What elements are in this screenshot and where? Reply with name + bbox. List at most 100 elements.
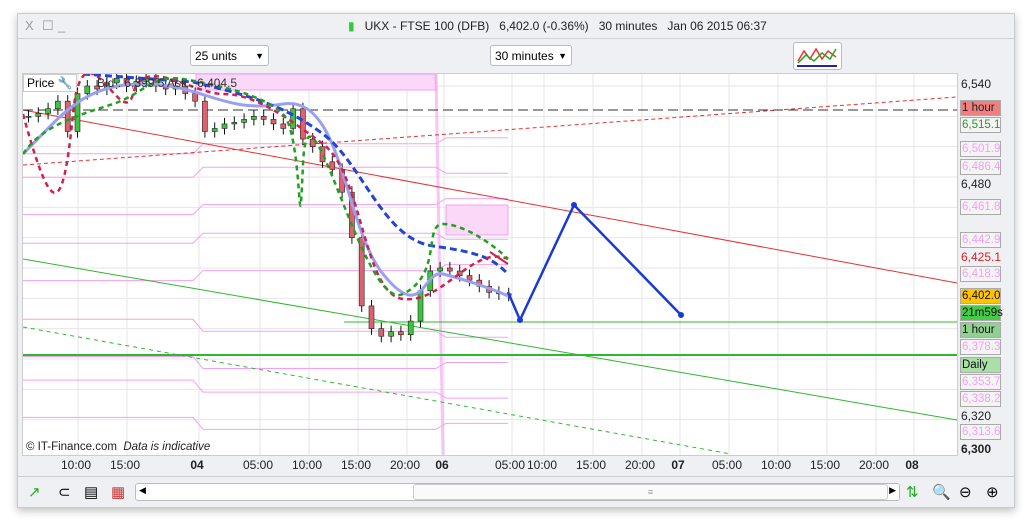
candle [398,331,404,336]
price-chart[interactable]: Price 🔧 Bid : 6,399.5 Ask : 6,404.5 © IT… [22,73,958,456]
price-badge: 6,338.2 [960,391,1001,407]
bricks-icon[interactable]: ▦ [111,484,126,501]
indicator-line [23,76,509,297]
indicators-button[interactable] [793,42,842,70]
time-tick: 20:00 [858,458,890,472]
symbol: UKX - FTSE 100 (DFB) [364,19,490,33]
candle [202,100,208,132]
horizontal-scrollbar[interactable]: ◀ ≡ ▶ [135,483,900,501]
candle [456,270,463,276]
candle [368,305,375,329]
time-tick: 10:00 [526,458,558,472]
datetime: Jan 06 2015 06:37 [667,19,767,33]
autoscale-icon[interactable]: ⇅ [906,484,919,501]
chevron-down-icon: ▼ [558,51,567,61]
units-select[interactable]: 25 units ▼ [190,45,269,66]
candle [55,100,61,110]
candle [280,123,287,129]
candle [84,85,91,94]
candle [25,116,32,118]
pivot-level [23,198,508,216]
trend-line [23,326,732,455]
interval: 30 minutes [598,19,658,33]
candle [260,116,267,120]
price-badge: 6,418.3 [960,266,1001,282]
time-tick: 15:00 [809,458,841,472]
tick: 6,300 [961,442,992,456]
moving-average [82,74,510,276]
zoom-in-icon[interactable]: ⊕ [986,484,999,501]
wrench-icon[interactable]: 🔧 [57,76,73,90]
arrow-head [517,317,523,323]
time-tick: 20:00 [624,458,656,472]
time-tick: 04 [190,458,204,472]
price-badge: 6,353.7 [960,374,1001,390]
link-icon[interactable]: ⊂ [58,484,71,501]
interval-value: 30 minutes [495,49,554,63]
pivot-level [23,379,508,399]
candle [378,328,385,337]
time-tick: 15:00 [109,458,141,472]
scroll-left-icon[interactable]: ◀ [139,485,146,495]
candle [74,93,81,132]
data-table-icon[interactable]: ▤ [84,484,99,501]
arrow-head [571,202,577,208]
interval-select[interactable]: 30 minutes ▼ [490,45,572,66]
copyright-text: © IT-Finance.com [26,441,117,453]
time-tick: 06 [435,458,449,472]
minimize-button[interactable]: _ [58,18,66,33]
maximize-button[interactable]: ☐ [42,18,54,33]
time-tick: 10:00 [60,458,92,472]
scroll-right-icon[interactable]: ▶ [889,485,896,495]
candle [241,119,247,123]
time-tick: 05:00 [711,458,743,472]
pivot-level [23,232,508,244]
time-tick: 15:00 [340,458,372,472]
pivot-level [23,264,508,282]
zoom-out-icon[interactable]: ⊖ [959,484,972,501]
trend-line [23,258,957,421]
price-badge: 6,486.4 [960,159,1001,175]
price-badge: 6,515.1 [960,117,1001,133]
candle [94,85,100,90]
bid-ask: Bid : 6,399.5 Ask : 6,404.5 [97,76,238,90]
candle [45,108,51,114]
price-badge: 6,461.8 [960,199,1001,215]
time-tick: 05:00 [242,458,274,472]
tick: 6,425.1 [961,250,1002,264]
candle [407,320,414,336]
tick: 6,540 [961,77,992,91]
price-badge: 6,442.9 [960,232,1001,248]
price-label: Price 🔧 [23,74,77,92]
indicator-line [489,251,509,265]
candle [437,267,443,272]
price-axis: 6,540 6,480 6,425.1 6,320 6,300 1 hour 6,… [957,73,1014,457]
candle [300,108,306,140]
time-tick: 10:00 [760,458,792,472]
units-value: 25 units [195,49,238,63]
price-label-text: Price [27,76,55,90]
candle [329,161,336,170]
candle [64,100,71,132]
candle [221,123,228,129]
session-bar [434,74,445,455]
time-axis: 10:00 15:00 04 05:00 10:00 15:00 20:00 06 05:00 1… [18,455,1014,475]
candle [211,128,218,132]
price-badge: Daily [960,357,1001,373]
chart-type-icon[interactable]: ↗ [28,484,41,501]
candle [231,122,238,125]
candle [251,116,257,120]
scroll-thumb[interactable]: ≡ [413,484,888,500]
indicator-line [23,74,509,301]
zoom-fit-icon[interactable]: 🔍 [932,484,951,501]
close-button[interactable]: X [25,18,34,33]
indicators-icon [797,47,837,67]
projection-arrow [506,202,682,324]
time-tick: 07 [671,458,685,472]
copyright: © IT-Finance.com Data is indicative [26,441,210,453]
window-title: ▮ UKX - FTSE 100 (DFB) 6,402.0 (-0.36%) 30 … [348,19,777,33]
price-badge: 6,501.9 [960,141,1001,157]
title-bar: X ☐ _ ▮ UKX - FTSE 100 (DFB) 6,402.0 (-0.3… [18,14,1014,39]
tick: 6,320 [961,409,992,423]
candlestick-icon: ▮ [348,19,355,33]
